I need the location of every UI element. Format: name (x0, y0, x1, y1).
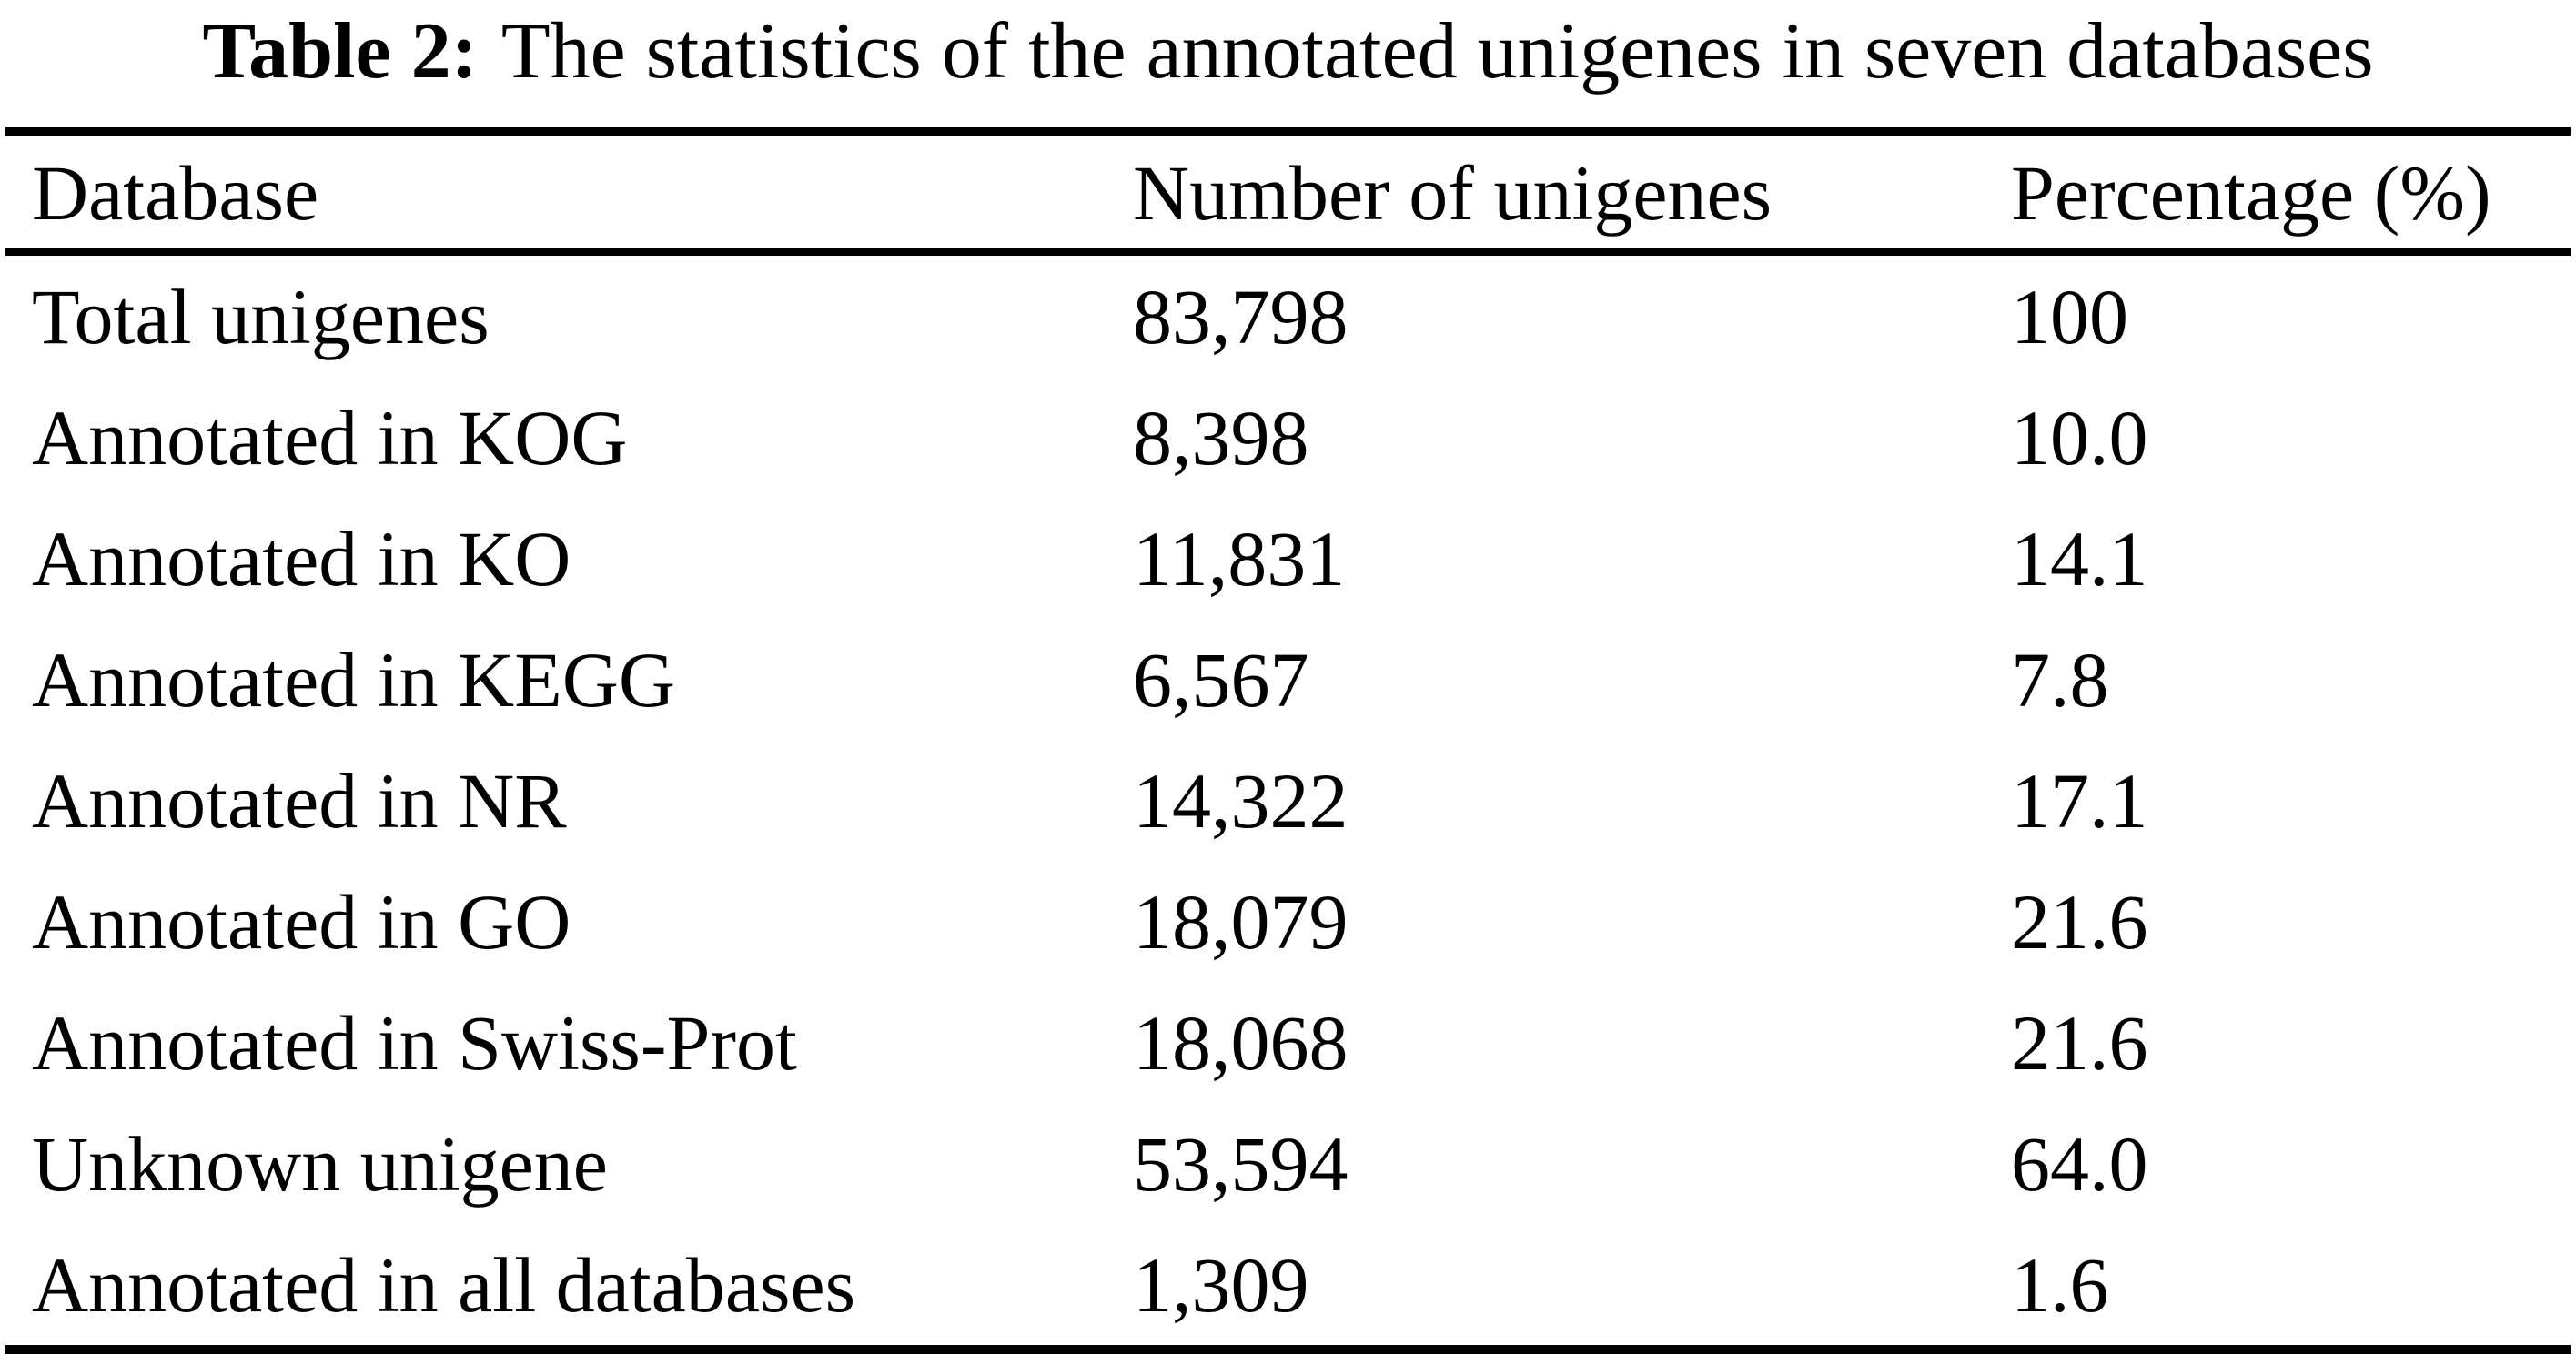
count-cell: 18,068 (1133, 998, 1349, 1087)
table-row: Annotated in KEGG 6,567 7.8 (0, 619, 2576, 740)
count-cell: 6,567 (1133, 635, 1309, 723)
count-cell: 18,079 (1133, 877, 1349, 966)
table-header-rule (5, 248, 2571, 256)
database-cell: Annotated in KO (32, 514, 571, 602)
database-cell: Annotated in KOG (32, 393, 628, 481)
table-header-row: Database Number of unigenes Percentage (… (0, 136, 2576, 248)
table-row: Total unigenes 83,798 100 (0, 256, 2576, 377)
percentage-cell: 64.0 (2011, 1119, 2148, 1208)
table-row: Annotated in all databases 1,309 1.6 (0, 1224, 2576, 1345)
percentage-cell: 100 (2011, 272, 2128, 360)
table-caption-text: The statistics of the annotated unigenes… (500, 7, 2374, 96)
column-header-percentage: Percentage (%) (2011, 149, 2491, 237)
count-cell: 11,831 (1133, 514, 1346, 602)
percentage-cell: 14.1 (2011, 514, 2148, 602)
database-cell: Annotated in Swiss-Prot (32, 998, 797, 1087)
percentage-cell: 1.6 (2011, 1240, 2109, 1329)
column-header-number-of-unigenes: Number of unigenes (1133, 149, 1773, 237)
percentage-cell: 10.0 (2011, 393, 2148, 481)
database-cell: Annotated in NR (32, 756, 567, 844)
percentage-cell: 17.1 (2011, 756, 2148, 844)
percentage-cell: 21.6 (2011, 877, 2148, 966)
count-cell: 53,594 (1133, 1119, 1349, 1208)
database-cell: Annotated in KEGG (32, 635, 675, 723)
database-cell: Annotated in all databases (32, 1240, 856, 1329)
table-row: Unknown unigene 53,594 64.0 (0, 1103, 2576, 1224)
table-row: Annotated in Swiss-Prot 18,068 21.6 (0, 982, 2576, 1103)
table-bottom-rule (5, 1345, 2571, 1354)
table-body: Total unigenes 83,798 100 Annotated in K… (0, 256, 2576, 1345)
percentage-cell: 21.6 (2011, 998, 2148, 1087)
percentage-cell: 7.8 (2011, 635, 2109, 723)
table-row: Annotated in KOG 8,398 10.0 (0, 377, 2576, 498)
table-caption: Table 2: The statistics of the annotated … (0, 2, 2576, 109)
table-caption-number: Table 2: (202, 7, 478, 96)
table-top-rule (5, 127, 2571, 136)
count-cell: 14,322 (1133, 756, 1349, 844)
database-cell: Unknown unigene (32, 1119, 608, 1208)
count-cell: 8,398 (1133, 393, 1309, 481)
database-cell: Total unigenes (32, 272, 490, 360)
table-row: Annotated in KO 11,831 14.1 (0, 498, 2576, 619)
table-row: Annotated in NR 14,322 17.1 (0, 740, 2576, 861)
count-cell: 83,798 (1133, 272, 1349, 360)
column-header-database: Database (32, 149, 319, 237)
count-cell: 1,309 (1133, 1240, 1309, 1329)
table-row: Annotated in GO 18,079 21.6 (0, 861, 2576, 982)
database-cell: Annotated in GO (32, 877, 571, 966)
